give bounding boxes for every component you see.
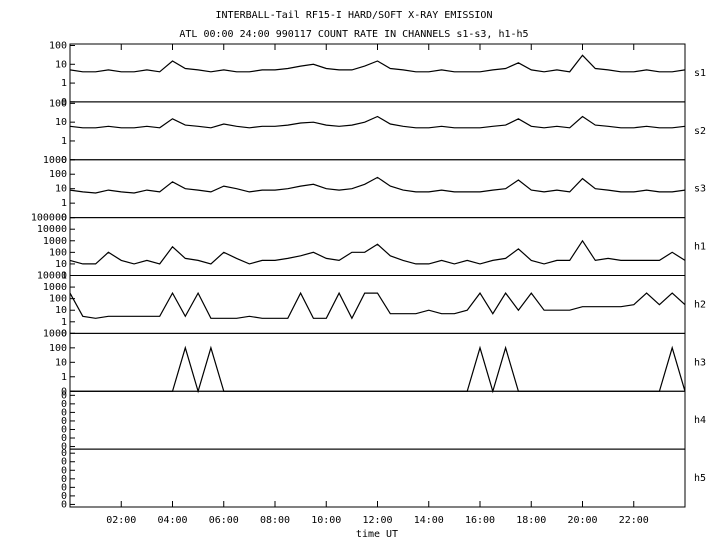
y-tick-label: 0	[61, 465, 67, 476]
y-tick-label: 0	[61, 474, 67, 485]
x-tick-label: 12:00	[362, 515, 392, 526]
y-tick-label: 0	[61, 213, 67, 224]
panel-label: h3	[694, 357, 706, 368]
y-tick-label: 0	[61, 399, 67, 410]
series-line	[69, 291, 686, 320]
x-tick-label: 08:00	[260, 515, 290, 526]
panel-frame	[69, 448, 686, 508]
y-tick-label: 0	[61, 407, 67, 418]
y-tick-label: 0	[61, 499, 67, 510]
x-tick-label: 14:00	[414, 515, 444, 526]
panel-label: s3	[694, 184, 706, 195]
series-line	[69, 115, 686, 129]
y-tick-label: 10	[55, 259, 67, 270]
y-tick-label: 1	[61, 372, 67, 383]
y-tick-label: 0	[61, 416, 67, 427]
y-tick-label: 0	[61, 390, 67, 401]
y-tick-label: 1	[61, 271, 67, 282]
y-tick-label: 0	[61, 482, 67, 493]
y-tick-label: 0	[61, 491, 67, 502]
y-tick-label: 1	[61, 136, 67, 147]
y-tick-label: 100	[49, 98, 67, 109]
y-tick-label: 100000	[31, 213, 67, 224]
panel-label: s1	[694, 68, 706, 79]
y-tick-label: 0	[61, 386, 67, 397]
x-tick-label: 10:00	[311, 515, 341, 526]
panel-label: h4	[694, 415, 706, 426]
series-line	[69, 239, 686, 265]
y-tick-label: 1	[61, 198, 67, 209]
y-tick-label: 1000	[43, 282, 67, 293]
y-tick-label: 0	[61, 433, 67, 444]
y-tick-label: 0	[61, 424, 67, 435]
y-tick-label: 10	[55, 59, 67, 70]
y-tick-label: 0	[61, 97, 67, 108]
y-tick-label: 100	[49, 169, 67, 180]
y-tick-label: 100	[49, 343, 67, 354]
series-line	[69, 176, 686, 194]
y-tick-label: 10000	[37, 271, 67, 282]
y-tick-label: 100	[49, 247, 67, 258]
panel-label: s2	[694, 126, 706, 137]
y-tick-label: 1000	[43, 328, 67, 339]
y-tick-label: 100	[49, 40, 67, 51]
y-tick-label: 10	[55, 184, 67, 195]
y-tick-label: 1000	[43, 236, 67, 247]
x-tick-label: 06:00	[209, 515, 239, 526]
y-tick-label: 10	[55, 357, 67, 368]
y-tick-label: 0	[61, 442, 67, 453]
y-tick-label: 0	[61, 457, 67, 468]
x-tick-label: 02:00	[106, 515, 136, 526]
series-line	[69, 54, 686, 73]
y-tick-label: 1	[61, 317, 67, 328]
x-axis-label: time UT	[356, 529, 398, 540]
y-tick-label: 10000	[37, 224, 67, 235]
x-tick-label: 04:00	[157, 515, 187, 526]
y-tick-label: 1000	[43, 155, 67, 166]
y-tick-label: 0	[61, 155, 67, 166]
y-tick-label: 100	[49, 294, 67, 305]
y-tick-label: 0	[61, 328, 67, 339]
y-tick-label: 10	[55, 305, 67, 316]
panel-label: h5	[694, 473, 706, 484]
chart-title: INTERBALL-Tail RF15-I HARD/SOFT X-RAY EM…	[216, 10, 493, 21]
chart-subtitle: ATL 00:00 24:00 990117 COUNT RATE IN CHA…	[179, 29, 528, 40]
y-tick-label: 0	[61, 448, 67, 459]
x-tick-label: 16:00	[465, 515, 495, 526]
x-tick-label: 22:00	[619, 515, 649, 526]
x-tick-label: 20:00	[567, 515, 597, 526]
y-tick-label: 10	[55, 117, 67, 128]
panel-label: h1	[694, 242, 706, 253]
x-tick-label: 18:00	[516, 515, 546, 526]
y-tick-label: 1	[61, 78, 67, 89]
panel-label: h2	[694, 299, 706, 310]
